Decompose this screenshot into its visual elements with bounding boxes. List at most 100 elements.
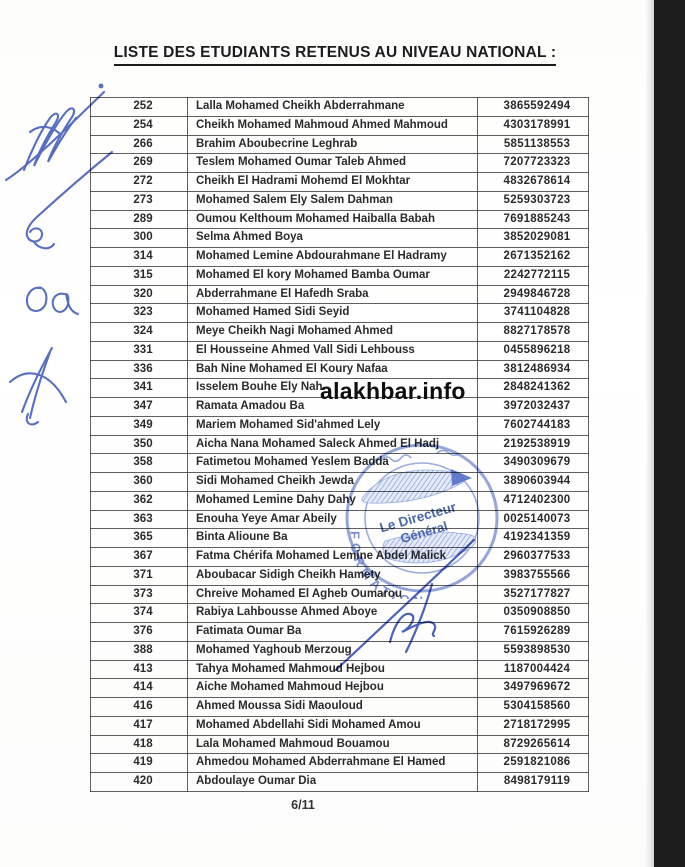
cell-id-number: 3972032437 [477, 397, 589, 417]
cell-rank: 420 [90, 772, 188, 792]
cell-rank: 362 [90, 490, 188, 511]
table-row: 254 Cheikh Mohamed Mahmoud Ahmed Mahmoud… [90, 115, 589, 136]
cell-student-name: Mohamed Salem Ely Salem Dahman [187, 190, 478, 211]
table-row: 314 Mohamed Lemine Abdourahmane El Hadra… [90, 247, 589, 267]
cell-id-number: 2949846728 [477, 284, 589, 305]
cell-rank: 414 [90, 678, 188, 698]
cell-id-number: 7691885243 [477, 209, 589, 230]
signature [334, 538, 476, 672]
table-row: 349 Mariem Mohamed Sid'ahmed Lely 760274… [90, 415, 589, 436]
table-row: 272 Cheikh El Hadrami Mohemd El Mokhtar … [90, 172, 589, 192]
cell-student-name: Mohamed Lemine Abdourahmane El Hadramy [187, 247, 478, 267]
table-row: 324 Meye Cheikh Nagi Mohamed Ahmed 88271… [90, 322, 589, 342]
cell-student-name: Mohamed El kory Mohamed Bamba Oumar [187, 265, 478, 286]
cell-id-number: 2242772115 [477, 265, 589, 286]
table-row: 252 Lalla Mohamed Cheikh Abderrahmane 38… [90, 97, 589, 117]
cell-id-number: 2591821086 [477, 753, 589, 773]
cell-student-name: Teslem Mohamed Oumar Taleb Ahmed [187, 153, 478, 173]
cell-id-number: 2671352162 [477, 247, 589, 267]
cell-id-number: 8729265614 [477, 734, 589, 755]
table-row: 418 Lala Mohamed Mahmoud Bouamou 8729265… [90, 734, 589, 755]
cell-student-name: Selma Ahmed Boya [187, 228, 478, 248]
cell-student-name: El Housseine Ahmed Vall Sidi Lehbouss [187, 340, 478, 361]
photo-background-edge [654, 0, 685, 867]
cell-rank: 419 [90, 753, 188, 773]
cell-rank: 416 [90, 697, 188, 717]
table-row: 269 Teslem Mohamed Oumar Taleb Ahmed 720… [90, 153, 589, 173]
table-row: 376 Fatimata Oumar Ba 7615926289 [90, 622, 589, 642]
table-row: 266 Brahim Aboubecrine Leghrab 585113855… [90, 134, 589, 155]
student-table: 252 Lalla Mohamed Cheikh Abderrahmane 38… [90, 97, 589, 792]
table-row: 320 Abderrahmane El Hafedh Sraba 2949846… [90, 284, 589, 305]
stamp-inner-ring [364, 462, 480, 574]
cell-rank: 374 [90, 603, 188, 623]
cell-id-number: 3741104828 [477, 303, 589, 323]
table-row: 347 Ramata Amadou Ba 3972032437 [90, 397, 589, 417]
cell-student-name: Cheikh El Hadrami Mohemd El Mokhtar [187, 172, 478, 192]
cell-id-number: 0455896218 [477, 340, 589, 361]
handwriting-mark-seven [25, 150, 114, 250]
cell-id-number: 3812486934 [477, 359, 589, 380]
table-row: 416 Ahmed Moussa Sidi Maouloud 530415856… [90, 697, 589, 717]
cell-id-number: 3865592494 [477, 97, 589, 117]
table-row: 300 Selma Ahmed Boya 3852029081 [90, 228, 589, 248]
cell-rank: 418 [90, 734, 188, 755]
handwriting-mark-crossed-a [8, 346, 68, 426]
cell-student-name: Abdoulaye Oumar Dia [187, 772, 478, 792]
signature-loop [388, 612, 437, 644]
table-row: 315 Mohamed El kory Mohamed Bamba Oumar … [90, 265, 589, 286]
stamp-outer-ring [345, 443, 499, 593]
cell-rank: 252 [90, 97, 188, 117]
cell-student-name: Meye Cheikh Nagi Mohamed Ahmed [187, 322, 478, 342]
cell-rank: 367 [90, 547, 188, 567]
cell-id-number: 8827178578 [477, 322, 589, 342]
cell-student-name: Abderrahmane El Hafedh Sraba [187, 284, 478, 305]
table-row: 331 El Housseine Ahmed Vall Sidi Lehbous… [90, 340, 589, 361]
title-container: LISTE DES ETUDIANTS RETENUS AU NIVEAU NA… [60, 44, 610, 66]
stamp-arabic-squiggle [380, 449, 460, 462]
cell-id-number: 4303178991 [477, 115, 589, 136]
table-row: 341 Isselem Bouhe Ely Nah 2848241362 [90, 378, 589, 398]
cell-student-name: Ahmedou Mohamed Abderrahmane El Hamed [187, 753, 478, 773]
page-title: LISTE DES ETUDIANTS RETENUS AU NIVEAU NA… [113, 44, 557, 66]
stamp-leaf-tip [451, 469, 472, 486]
cell-id-number: 2718172995 [477, 715, 589, 736]
table-row: 360 Sidi Mohamed Cheikh Jewda 3890603944 [90, 472, 589, 492]
cell-student-name: Bah Nine Mohamed El Koury Nafaa [187, 359, 478, 380]
cell-id-number: 5259303723 [477, 190, 589, 211]
cell-rank: 388 [90, 640, 188, 661]
cell-student-name: Lalla Mohamed Cheikh Abderrahmane [187, 97, 478, 117]
table-row: 362 Mohamed Lemine Dahy Dahy 4712402300 [90, 490, 589, 511]
cell-id-number: 8498179119 [477, 772, 589, 792]
cell-student-name: Mohamed Hamed Sidi Seyid [187, 303, 478, 323]
cell-id-number: 3852029081 [477, 228, 589, 248]
cell-student-name: Brahim Aboubecrine Leghrab [187, 134, 478, 155]
signature-long-stroke [334, 538, 476, 672]
student-table-body: 252 Lalla Mohamed Cheikh Abderrahmane 38… [90, 97, 589, 792]
cell-student-name: Ahmed Moussa Sidi Maouloud [187, 697, 478, 717]
paper-edge-shadow [645, 0, 654, 867]
table-row: 374 Rabiya Lahbousse Ahmed Aboye 0350908… [90, 603, 589, 623]
table-row: 289 Oumou Kelthoum Mohamed Haiballa Baba… [90, 209, 589, 230]
cell-rank: 371 [90, 565, 188, 586]
signature-down-stroke [404, 582, 434, 654]
stamp-bottom-leaf [382, 531, 477, 564]
watermark-text: alakhbar.info [320, 378, 466, 404]
table-row: 350 Aicha Nana Mohamed Saleck Ahmed El H… [90, 434, 589, 455]
cell-rank: 358 [90, 453, 188, 473]
table-row: 336 Bah Nine Mohamed El Koury Nafaa 3812… [90, 359, 589, 380]
table-row: 419 Ahmedou Mohamed Abderrahmane El Hame… [90, 753, 589, 773]
handwriting-mark-oa [25, 286, 80, 316]
table-row: 273 Mohamed Salem Ely Salem Dahman 52593… [90, 190, 589, 211]
page-number: 6/11 [291, 798, 315, 812]
cell-id-number: 5851138553 [477, 134, 589, 155]
cell-rank: 350 [90, 434, 188, 455]
stamp-top-leaf [361, 469, 466, 504]
cell-rank: 373 [90, 584, 188, 605]
cell-rank: 417 [90, 715, 188, 736]
cell-rank: 360 [90, 472, 188, 492]
cell-student-name: Lala Mohamed Mahmoud Bouamou [187, 734, 478, 755]
table-row: 414 Aiche Mohamed Mahmoud Hejbou 3497969… [90, 678, 589, 698]
handwriting-marks [4, 83, 114, 426]
cell-rank: 376 [90, 622, 188, 642]
